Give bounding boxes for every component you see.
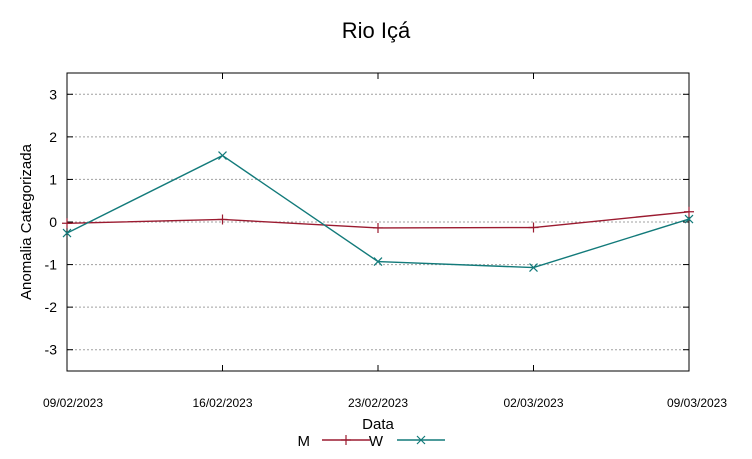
legend-label: M bbox=[298, 433, 311, 450]
y-axis: 3 2 1 0 -1 -2 -3 bbox=[45, 86, 689, 358]
x-axis: 09/02/2023 16/02/2023 23/02/2023 02/03/2023… bbox=[43, 73, 727, 410]
chart-title: Rio Içá bbox=[342, 18, 411, 43]
x-axis-label: Data bbox=[362, 416, 394, 433]
y-tick-label: 1 bbox=[49, 171, 57, 187]
y-tick-label: -3 bbox=[45, 342, 58, 358]
data-point bbox=[218, 151, 227, 161]
x-tick-label: 16/02/2023 bbox=[192, 396, 252, 410]
x-tick-label: 23/02/2023 bbox=[348, 396, 408, 410]
legend-item-M: M bbox=[298, 433, 370, 450]
y-tick-label: 2 bbox=[49, 129, 57, 145]
data-point bbox=[217, 214, 228, 225]
data-point bbox=[62, 228, 72, 238]
y-tick-label: -2 bbox=[45, 299, 58, 315]
series-M bbox=[62, 206, 694, 233]
x-tick-label: 09/03/2023 bbox=[667, 396, 727, 410]
legend-label: W bbox=[369, 433, 384, 450]
data-point bbox=[684, 206, 694, 217]
legend-marker bbox=[341, 435, 351, 445]
x-tick-label: 02/03/2023 bbox=[503, 396, 563, 410]
y-tick-label: 0 bbox=[49, 214, 57, 230]
data-point bbox=[373, 257, 383, 267]
y-axis-label: Anomalia Categorizada bbox=[18, 143, 35, 300]
series-W bbox=[62, 151, 694, 272]
data-point bbox=[62, 218, 72, 229]
series-line-W bbox=[66, 154, 690, 269]
x-tick-label: 09/02/2023 bbox=[43, 396, 103, 410]
legend-marker bbox=[416, 435, 426, 445]
y-tick-label: 3 bbox=[49, 86, 57, 102]
data-point bbox=[684, 214, 694, 224]
data-point bbox=[529, 263, 538, 272]
legend-item-W: W bbox=[369, 433, 445, 450]
gridlines bbox=[67, 93, 689, 351]
data-point bbox=[373, 222, 383, 233]
series-layer bbox=[62, 151, 694, 272]
data-point bbox=[528, 222, 539, 233]
y-tick-label: -1 bbox=[45, 257, 58, 273]
